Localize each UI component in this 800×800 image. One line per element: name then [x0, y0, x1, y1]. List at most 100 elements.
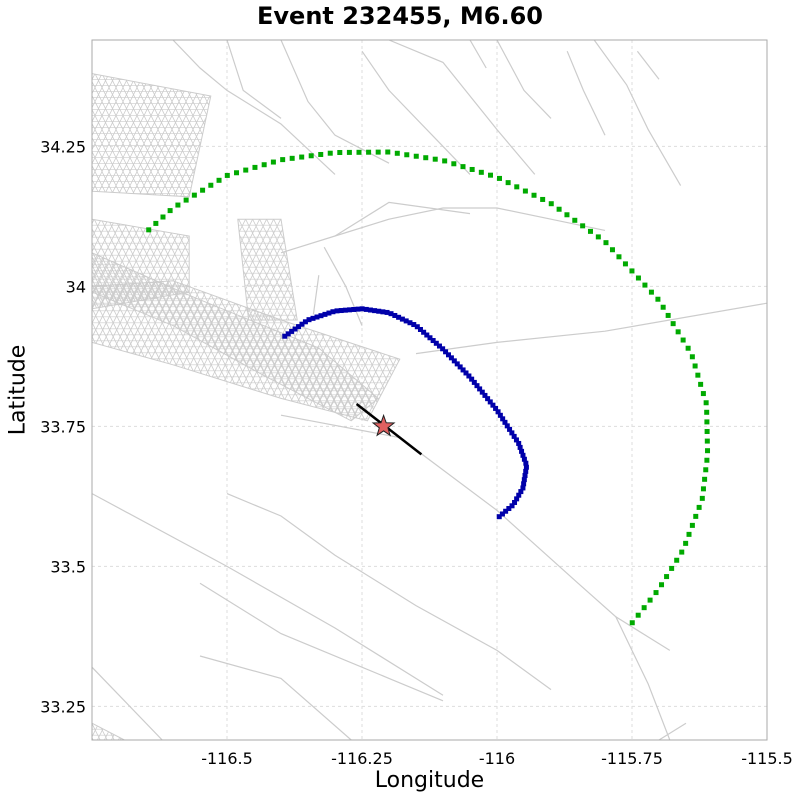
series-point: [160, 214, 166, 220]
series-point: [487, 399, 493, 405]
series-point: [200, 187, 206, 193]
plot-background: [92, 40, 767, 740]
series-point: [665, 312, 671, 318]
series-point: [342, 307, 348, 313]
series-point: [487, 172, 493, 178]
series-point: [695, 372, 701, 378]
series-point: [243, 167, 249, 173]
series-point: [517, 444, 523, 450]
series-point: [516, 492, 522, 498]
series-point: [520, 485, 526, 491]
fault-mesh-outline: [92, 280, 401, 422]
series-point: [513, 437, 519, 443]
series-point: [622, 261, 628, 267]
series-point: [167, 208, 173, 214]
fault-trace: [199, 582, 444, 702]
series-point: [514, 184, 520, 190]
series-point: [698, 381, 704, 387]
series-point: [436, 343, 442, 349]
series-point: [703, 400, 709, 406]
series-point: [432, 156, 438, 162]
series-point: [693, 513, 699, 519]
series-point: [302, 319, 308, 325]
series-point: [635, 275, 641, 281]
series-point: [146, 227, 152, 233]
series-point: [497, 412, 503, 418]
series-point: [503, 508, 509, 514]
series-point: [414, 324, 420, 330]
series-point: [463, 370, 469, 376]
fault-trace: [226, 40, 282, 119]
y-tick-label: 33.25: [40, 697, 86, 716]
series-point: [208, 182, 214, 188]
series-point: [493, 405, 499, 411]
series-point: [580, 223, 586, 229]
series-point: [509, 430, 515, 436]
series-point: [451, 358, 457, 364]
series-point: [469, 376, 475, 382]
series-point: [616, 254, 622, 260]
series-point: [703, 467, 709, 473]
y-tick-label: 34: [66, 277, 86, 296]
series-point: [367, 307, 373, 313]
series-point: [540, 196, 546, 202]
series-point: [689, 354, 695, 360]
chart-title: Event 232455, M6.60: [257, 2, 543, 30]
series-point: [653, 590, 659, 596]
series-point: [346, 149, 352, 155]
series-point: [376, 308, 382, 314]
series-point: [512, 499, 518, 505]
fault-trace: [323, 246, 363, 326]
series-point: [337, 150, 343, 156]
axis-ticks: -116.5 -116.25 -116 -115.75 -115.5 33.25 33.5 3…: [40, 137, 793, 768]
series-point: [355, 306, 361, 312]
series-point: [314, 314, 320, 320]
series-point: [306, 317, 312, 323]
series-point: [445, 352, 451, 358]
series-point: [642, 282, 648, 288]
fault-mesh-outline: [92, 73, 212, 198]
series-point: [660, 304, 666, 310]
series-point: [502, 419, 508, 425]
series-point: [648, 289, 654, 295]
series-point: [330, 309, 336, 315]
series-point: [392, 312, 398, 318]
series-point: [474, 383, 480, 389]
data-series: [146, 149, 711, 626]
series-point: [521, 477, 527, 483]
series-point: [704, 409, 710, 415]
series-point: [655, 296, 661, 302]
fault-trace: [199, 655, 352, 740]
series-point: [629, 268, 635, 274]
series-point: [514, 496, 520, 502]
series-point: [224, 172, 230, 178]
series-point: [699, 495, 705, 501]
fault-trace: [92, 666, 163, 740]
series-point: [292, 326, 298, 332]
fault-trace: [92, 493, 444, 696]
series-point: [679, 549, 685, 555]
series-point: [366, 149, 372, 155]
series-point: [404, 152, 410, 158]
fault-trace: [658, 722, 687, 740]
x-tick-label: -115.75: [601, 749, 663, 768]
inner-arc-series: [282, 306, 529, 520]
series-point: [521, 456, 527, 462]
series-point: [495, 409, 501, 415]
y-tick-label: 33.75: [40, 417, 86, 436]
series-point: [442, 158, 448, 164]
series-point: [183, 197, 189, 203]
series-point: [407, 320, 413, 326]
series-point: [523, 468, 529, 474]
series-point: [440, 346, 446, 352]
series-point: [704, 428, 710, 434]
series-point: [433, 340, 439, 346]
series-point: [500, 416, 506, 422]
series-point: [522, 473, 528, 479]
series-point: [454, 361, 460, 367]
series-point: [347, 307, 353, 313]
series-point: [548, 201, 554, 207]
series-point: [556, 206, 562, 212]
series-point: [430, 338, 436, 344]
series-point: [285, 331, 291, 337]
